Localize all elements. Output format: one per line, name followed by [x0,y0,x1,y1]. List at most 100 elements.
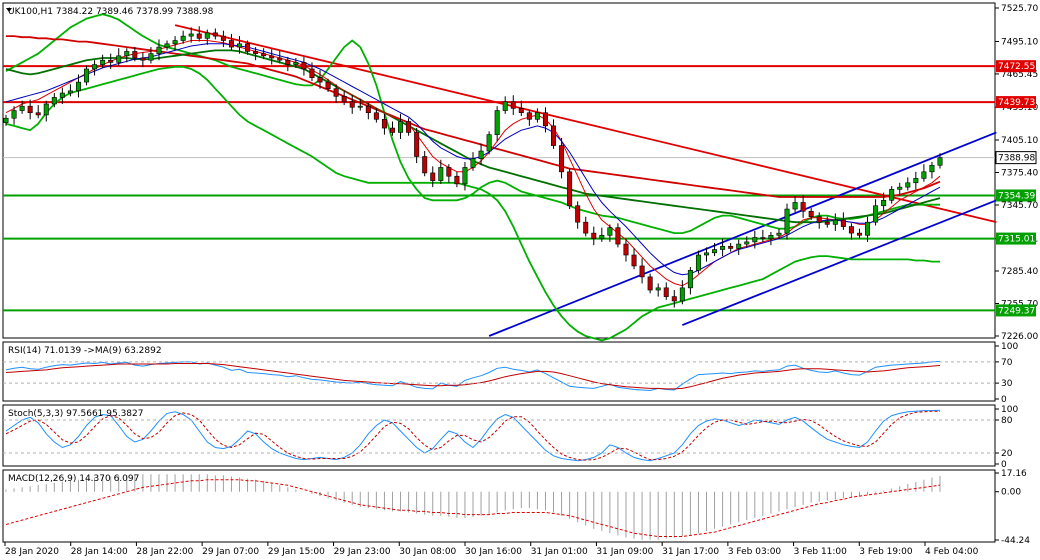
candle-bull [784,208,790,234]
candle-bull [438,167,444,181]
sub-tick-label: 0 [1001,395,1007,405]
candle-bull [462,167,468,185]
main-price-panel[interactable]: 7525.70 7495.10 7465.45 7435.10 7405.10 7375.… [2,2,1038,342]
time-tick-label: 28 Jan 2020 [5,547,59,557]
candle-bull [124,51,130,57]
main-panel-frame [2,2,996,339]
sub-tick-label: 20 [1001,449,1013,459]
candle-bull [776,232,782,236]
candle-bull [293,62,299,65]
time-tick-label: 29 Jan 15:00 [268,547,325,557]
level-price-label: 7472.55 [998,62,1035,72]
candle-bear [269,55,275,59]
candle-bear [212,32,218,37]
time-tick-label: 4 Feb 04:00 [925,547,979,557]
candle-bear [639,265,645,278]
candle-bull [51,97,57,105]
candle-bear [446,167,452,177]
series-line-rsi-14- [5,360,941,392]
candle-bull [695,254,701,271]
candle-bear [406,121,412,133]
candle-bear [381,119,387,129]
time-tick-label: 30 Jan 08:00 [399,547,456,557]
level-price-label: 7439.73 [998,98,1035,108]
macd-panel[interactable]: 17.16 0.00 -44.24 MACD(12,26,9) 14.370 6.0… [2,469,1030,546]
candle-bull [897,186,903,190]
candle-bear [647,276,653,291]
candle-bull [67,90,73,94]
candle-bear [196,33,202,39]
candle-bear [414,132,420,157]
candle-bear [510,101,516,109]
time-tick-label: 31 Jan 17:00 [662,547,719,557]
stoch-panel-frame [2,404,996,467]
candle-bull [905,182,911,188]
candle-bear [575,205,581,223]
sub-tick-label: 100 [1001,405,1018,415]
candle-bull [921,171,927,179]
candle-bear [824,221,830,225]
time-tick-label: 29 Jan 23:00 [334,547,391,557]
candle-bull [752,237,758,243]
level-price-box [996,96,1036,109]
level-price-box [996,232,1036,245]
candle-bear [567,171,573,207]
candle-bear [27,105,33,114]
candle-bull [687,270,693,289]
candle-bear [261,53,267,57]
candle-bear [551,125,557,146]
candle-bear [341,96,347,103]
sub-tick-label: 17.16 [1001,469,1027,479]
candle-bull [237,43,242,48]
candle-bull [357,105,363,108]
level-price-box [996,189,1036,202]
candle-bull [398,121,404,133]
candle-bull [164,43,170,48]
candle-bull [188,33,194,37]
candle-bear [373,112,379,120]
sub-tick-label: 0 [1001,460,1007,470]
candle-bear [430,172,436,181]
candle-bull [768,235,774,239]
price-tick-label: 7435.10 [1001,103,1038,113]
current-price-label: 7388.98 [998,154,1035,164]
candle-bull [43,103,49,116]
candle-bear [325,81,331,89]
time-axis: 28 Jan 2020 28 Jan 14:00 28 Jan 22:00 29 Ja… [4,542,979,557]
rsi-panel-frame [2,341,996,402]
price-tick-label: 7375.40 [1001,168,1038,178]
candle-bear [454,175,460,185]
candle-bear [526,112,532,120]
series-line--d [5,410,941,461]
candle-bull [502,101,508,111]
candle-bull [744,241,750,245]
macd-panel-frame [2,469,996,543]
candle-bull [865,221,871,236]
candle-bear [760,237,766,239]
candle-bull [937,157,943,166]
candle-bear [559,145,565,173]
candle-bull [655,287,661,291]
macd-histogram [5,474,941,540]
series-line-bb_lower [5,65,940,342]
candle-bear [631,254,637,267]
candle-bear [285,59,291,65]
candle-bear [365,105,371,114]
candle-bear [663,287,669,297]
candle-bear [518,108,524,114]
price-tick-label: 7465.45 [1001,70,1038,80]
chevron-down-icon[interactable] [6,8,12,12]
candle-bull [470,158,476,168]
channel-upper-line [488,131,997,337]
rsi-panel[interactable]: 100 70 30 0 RSI(14) 71.0139 ->MA(9) 63.2892 [2,341,1018,405]
level-price-box [996,60,1036,73]
time-tick-label: 3 Feb 19:00 [859,547,913,557]
channel-lower-line [682,199,997,326]
candle-bear [132,51,138,59]
candle-bull [736,243,742,249]
sub-tick-label: -44.24 [1001,536,1030,546]
candle-bull [180,35,186,41]
